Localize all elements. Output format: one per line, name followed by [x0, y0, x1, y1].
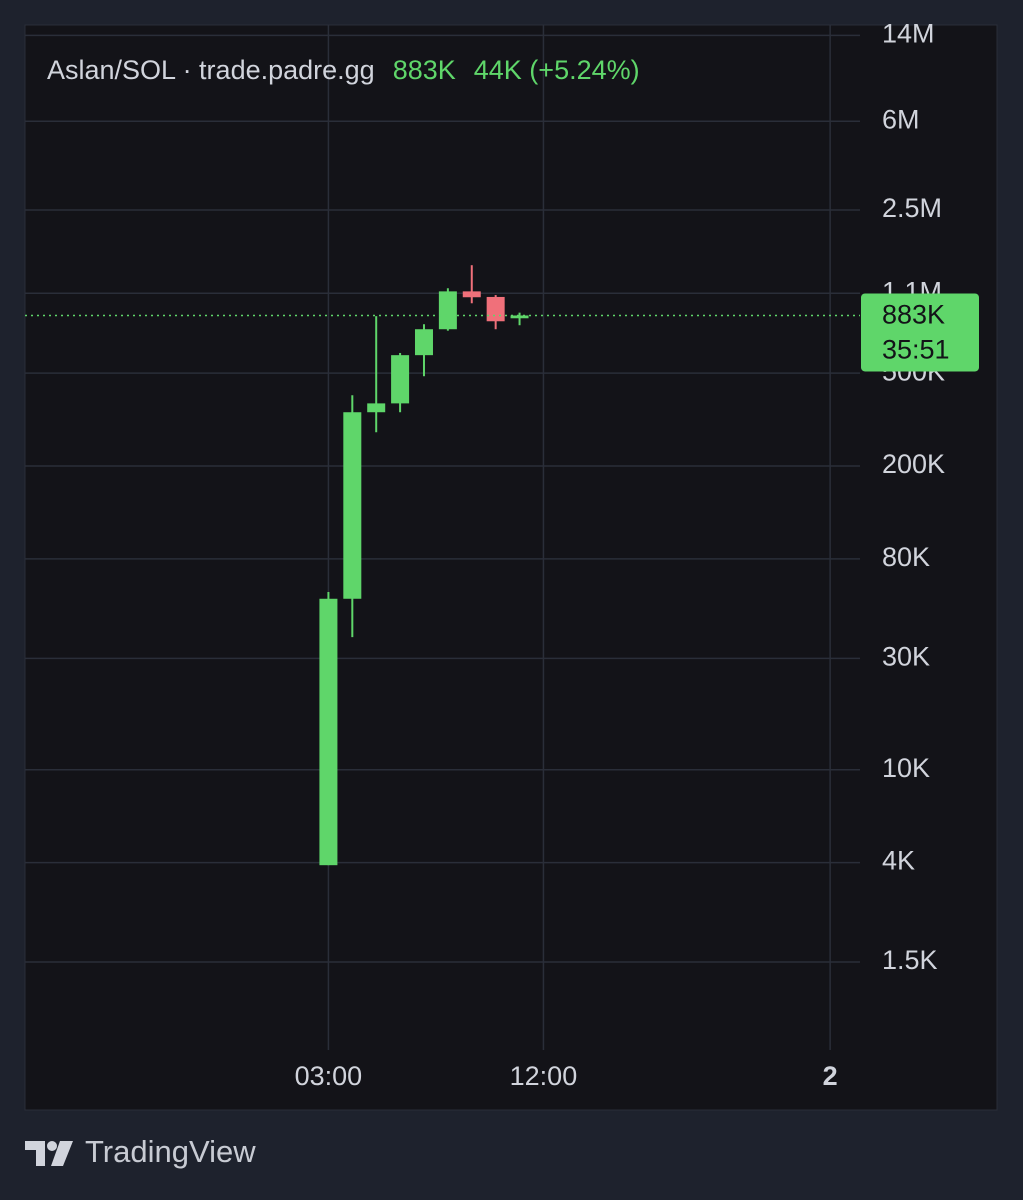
chart-panel	[24, 24, 998, 1111]
candle-body	[367, 403, 386, 413]
price-badge-label: 883K	[882, 300, 945, 330]
y-tick-label: 6M	[882, 104, 920, 134]
candle-body	[510, 315, 529, 319]
y-tick-label: 1.5K	[882, 945, 938, 975]
candle-body	[462, 291, 481, 298]
legend-price: 883K	[393, 55, 456, 85]
candle-body	[414, 329, 433, 356]
price-badge	[861, 293, 979, 372]
candle-body	[438, 291, 457, 330]
y-tick-label: 200K	[882, 449, 945, 479]
y-tick-label: 80K	[882, 542, 930, 572]
y-tick-label: 10K	[882, 753, 930, 783]
watermark-logo	[25, 1141, 73, 1166]
legend-change: 44K (+5.24%)	[474, 55, 640, 85]
candle-body	[486, 296, 505, 322]
grid	[25, 25, 860, 1050]
y-tick-label: 4K	[882, 846, 915, 876]
countdown: 35:51	[882, 335, 950, 365]
y-tick-label: 14M	[882, 18, 935, 48]
watermark: TradingView	[85, 1134, 256, 1169]
x-tick-label: 12:00	[510, 1061, 578, 1091]
candle-body	[343, 412, 362, 599]
y-tick-label: 2.5M	[882, 193, 942, 223]
x-tick-label: 03:00	[295, 1061, 363, 1091]
y-tick-label: 30K	[882, 641, 930, 671]
candles	[319, 265, 529, 866]
candle-body	[391, 355, 410, 404]
candle-body	[319, 598, 338, 866]
chart-title: Aslan/SOL · trade.padre.gg	[47, 55, 375, 85]
axes: 14M6M2.5M1.1M500K200K80K30K10K4K1.5K03:0…	[25, 18, 979, 1091]
x-tick-label: 2	[823, 1061, 838, 1091]
